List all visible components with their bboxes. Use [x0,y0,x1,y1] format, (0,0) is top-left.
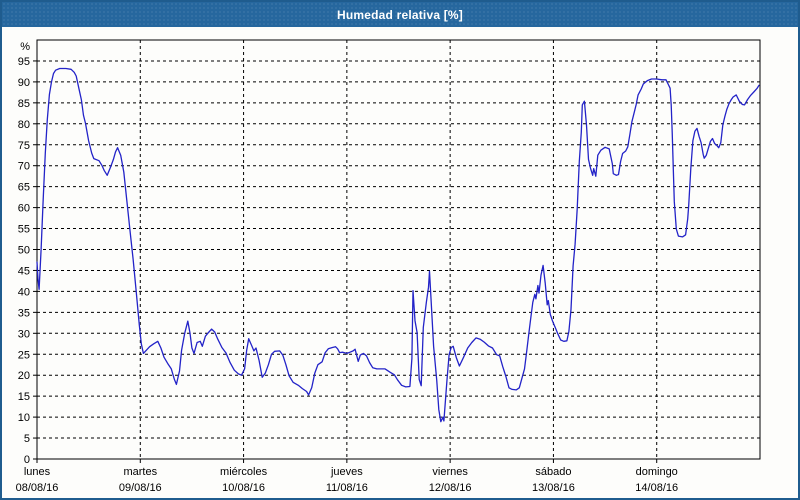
y-tick-label: 70 [18,161,30,173]
y-tick-label: 35 [18,307,30,319]
y-tick-label: 45 [18,265,30,277]
y-tick-label: 15 [18,391,30,403]
y-tick-label: 40 [18,286,30,298]
y-tick-label: 0 [24,454,30,466]
y-axis-unit-label: % [20,41,30,53]
y-tick-label: 55 [18,224,30,236]
x-day-date-label: 11/08/16 [326,482,368,494]
y-tick-label: 20 [18,370,30,382]
y-tick-label: 95 [18,56,30,68]
x-day-name-label: miércoles [220,466,268,478]
y-tick-label: 5 [24,433,30,445]
x-day-name-label: lunes [24,466,51,478]
y-tick-label: 75 [18,140,30,152]
y-tick-label: 25 [18,349,30,361]
x-day-name-label: domingo [636,466,678,478]
humidity-line-chart: 0 5 10 15 20 25 30 35 40 45 50 55 60 65 70 75 80 85 90 95% l… [16,39,761,494]
x-day-name-label: jueves [330,466,363,478]
y-tick-label: 90 [18,77,30,89]
chart-area: 0 5 10 15 20 25 30 35 40 45 50 55 60 65 70 75 80 85 90 95% l… [2,27,798,498]
x-day-date-label: 13/08/16 [532,482,575,494]
x-day-name-label: viernes [432,466,468,478]
window-title: Humedad relativa [%] [336,7,464,22]
x-day-date-label: 10/08/16 [222,482,265,494]
x-day-date-label: 14/08/16 [635,482,678,494]
title-bar: Humedad relativa [%] [2,2,798,27]
y-tick-label: 80 [18,119,30,131]
y-tick-label: 85 [18,98,30,110]
x-day-date-label: 09/08/16 [119,482,162,494]
y-tick-label: 50 [18,245,30,257]
y-tick-label: 10 [18,412,30,424]
y-tick-label: 65 [18,182,30,194]
x-day-name-label: sábado [535,466,571,478]
x-day-name-label: martes [123,466,157,478]
y-tick-label: 30 [18,328,30,340]
humidity-data-line [36,67,760,423]
y-tick-label: 60 [18,203,30,215]
x-day-date-label: 08/08/16 [16,482,59,494]
x-day-date-label: 12/08/16 [429,482,472,494]
